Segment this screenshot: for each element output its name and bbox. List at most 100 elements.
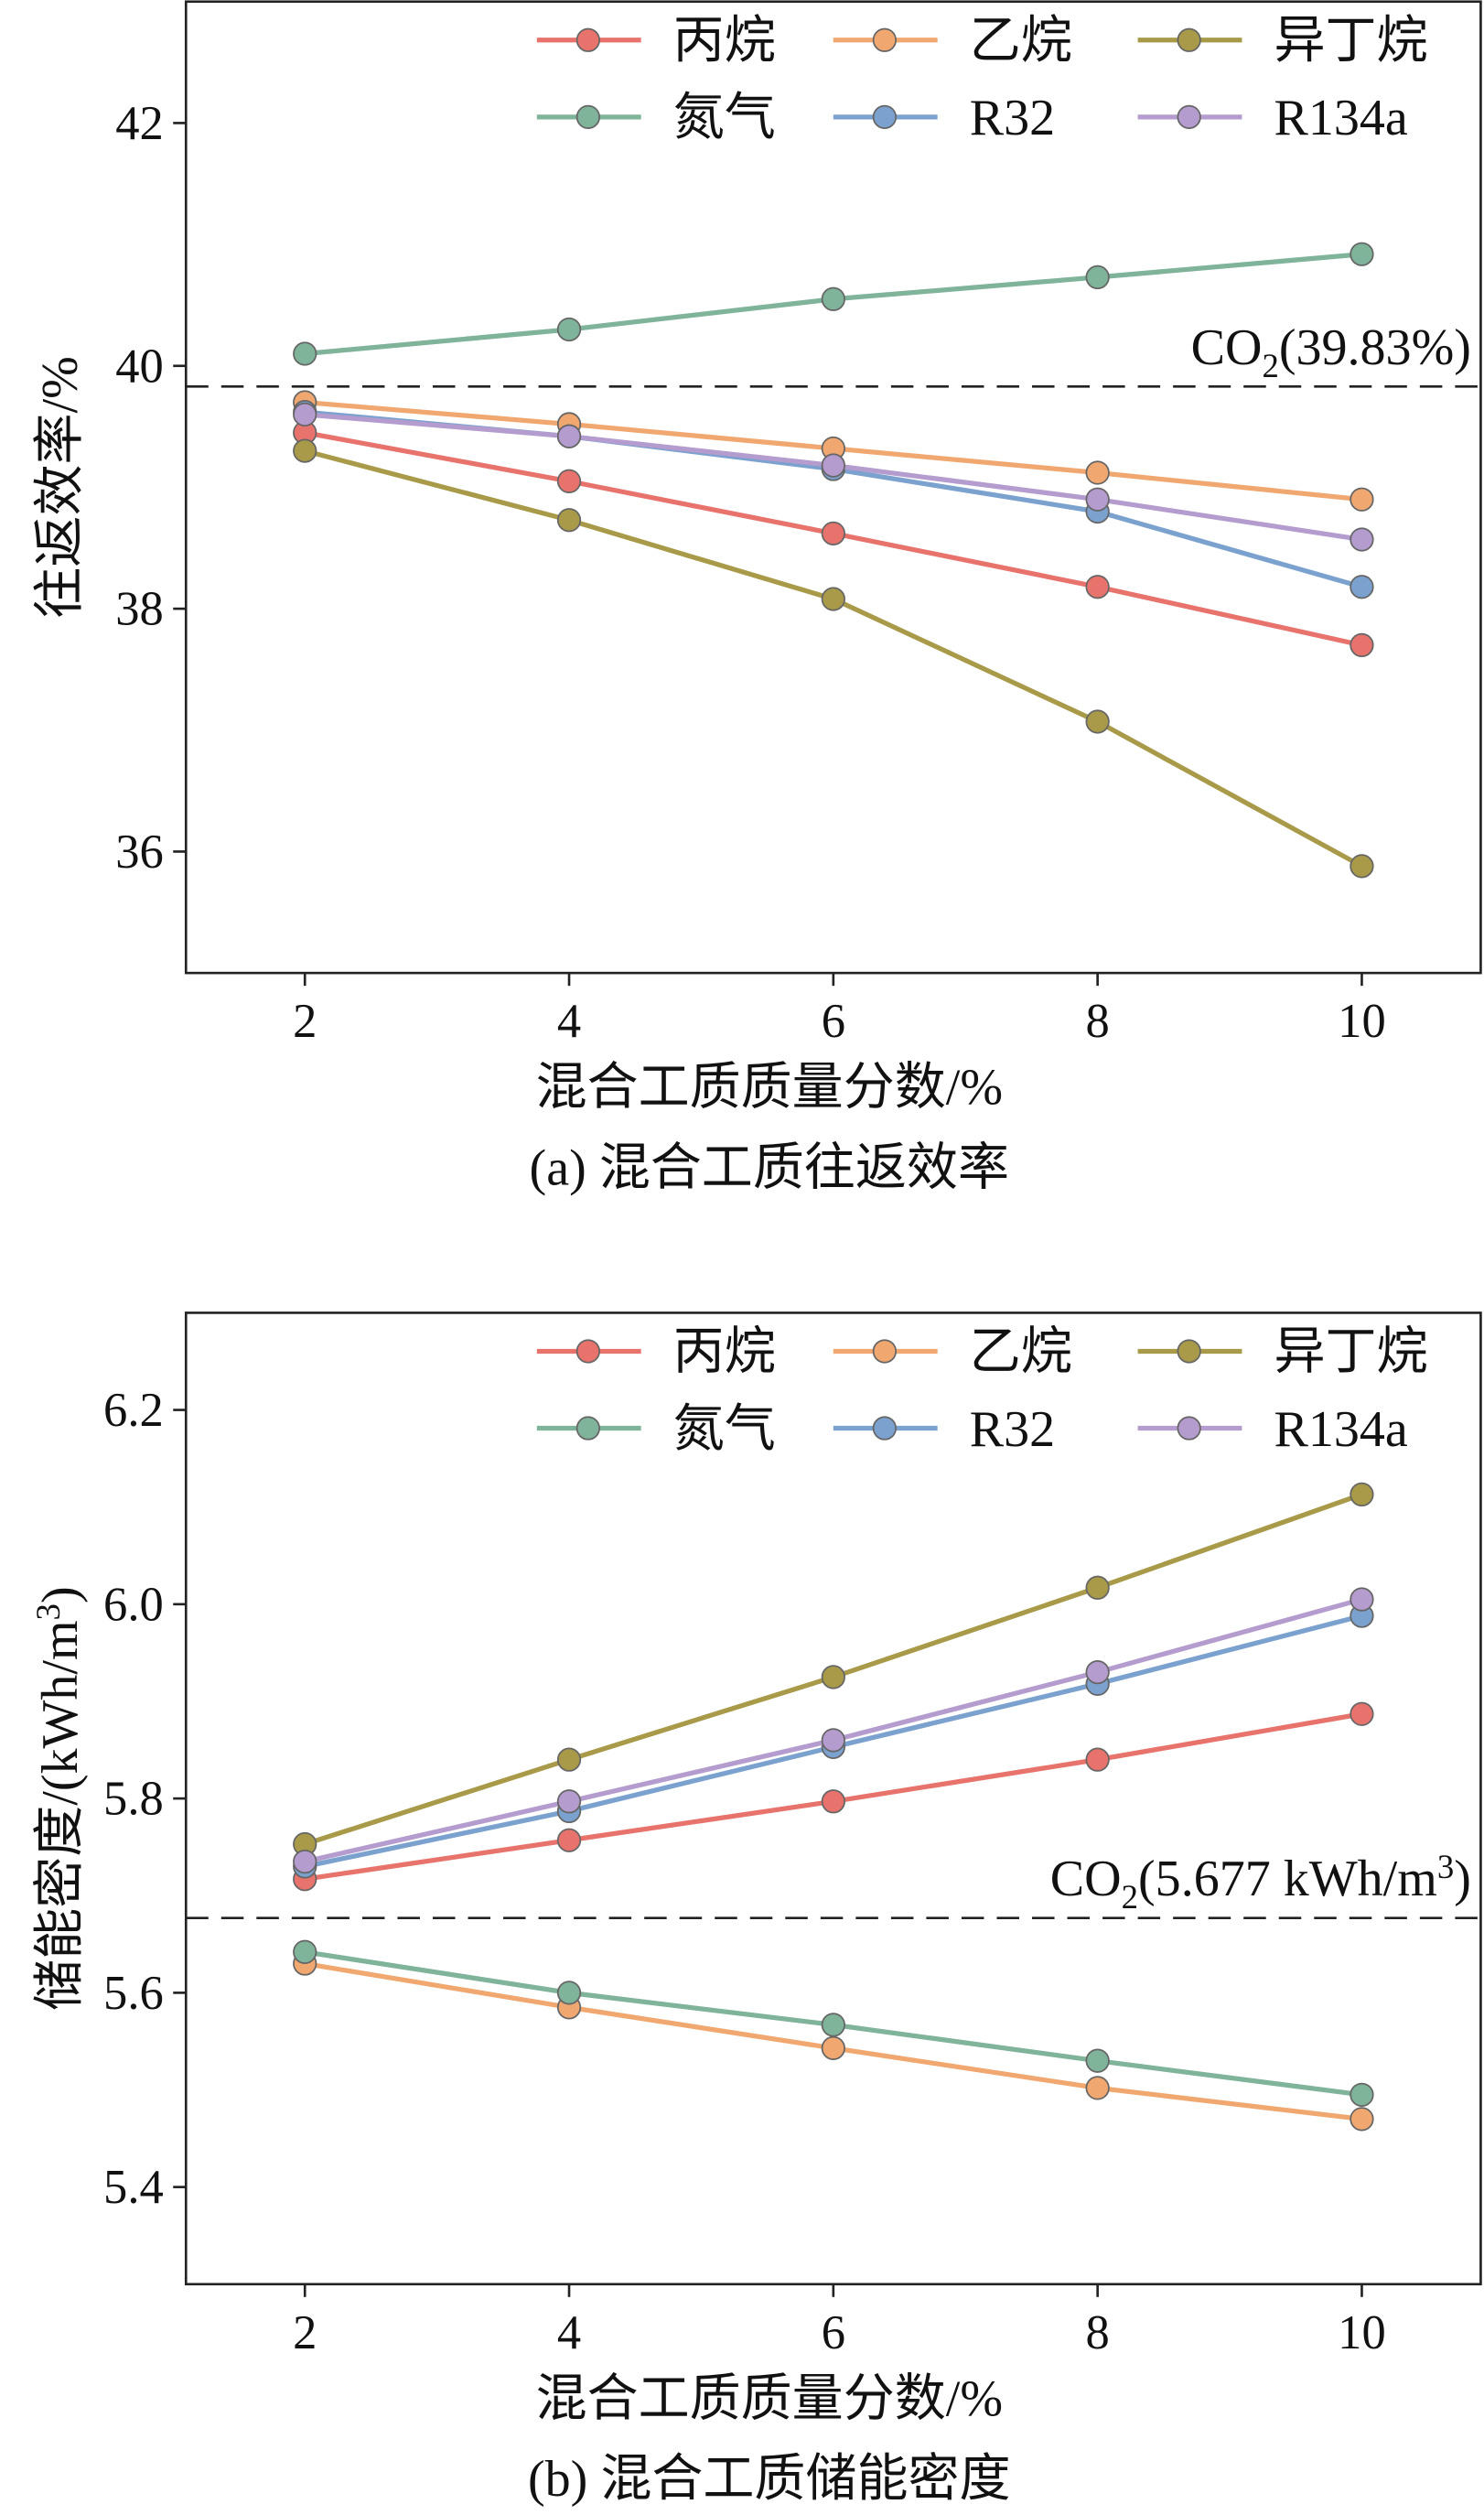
legend-label: 异丁烷	[1274, 1324, 1427, 1381]
data-point	[1350, 242, 1374, 266]
legend-label: R134a	[1274, 90, 1407, 146]
legend-marker	[872, 104, 898, 129]
label-part: 2	[1262, 347, 1278, 384]
data-point	[1085, 575, 1110, 599]
data-point	[556, 469, 582, 493]
y-tick-label: 6.0	[103, 1578, 164, 1631]
label-part: )	[32, 1586, 89, 1603]
y-tick-label: 5.8	[103, 1773, 164, 1826]
label-part: CO	[1050, 1851, 1122, 1907]
x-tick-label: 2	[293, 2306, 317, 2359]
data-point	[1085, 1747, 1110, 1772]
reference-label: CO2(5.677 kWh/m3)	[1050, 1848, 1471, 1916]
data-point	[293, 402, 317, 426]
label-part: CO	[1191, 319, 1263, 376]
data-point	[821, 286, 845, 311]
data-point	[293, 438, 317, 463]
data-point	[556, 1828, 582, 1852]
data-point	[1350, 2107, 1374, 2132]
label-part: (5.677 kWh/m	[1138, 1851, 1437, 1907]
legend-marker	[872, 1416, 898, 1441]
data-point	[821, 1728, 845, 1753]
legend-marker	[1177, 1416, 1201, 1441]
data-point	[556, 508, 582, 533]
y-tick-label: 5.6	[103, 1967, 164, 2020]
y-tick-label: 40	[115, 340, 164, 393]
data-point	[293, 1939, 317, 1964]
legend-label: 异丁烷	[1274, 13, 1427, 70]
legend-marker	[575, 27, 600, 52]
data-point	[556, 1789, 582, 1814]
legend-label: R134a	[1274, 1401, 1407, 1458]
data-point	[1085, 1659, 1110, 1685]
data-point	[1350, 1587, 1374, 1612]
data-point	[1350, 632, 1374, 658]
label-part: )	[1454, 1851, 1471, 1907]
label-part: 3	[1437, 1848, 1454, 1885]
data-point	[821, 2013, 845, 2037]
x-tick-label: 4	[557, 2306, 581, 2359]
y-tick-label: 38	[115, 583, 164, 636]
x-tick-label: 4	[557, 995, 581, 1048]
legend-marker	[575, 1416, 600, 1441]
y-axis-label: 往返效率/%	[32, 356, 89, 618]
legend-marker	[1177, 104, 1201, 129]
y-axis-label: 储能密度/(kWh/m3)	[29, 1586, 89, 2010]
legend-label: 丙烷	[673, 1324, 776, 1381]
data-point	[1350, 1701, 1374, 1726]
legend-marker	[575, 1339, 600, 1364]
legend-label: R32	[970, 90, 1055, 146]
x-tick-label: 10	[1338, 2306, 1386, 2359]
data-point	[1350, 854, 1374, 879]
data-point	[1350, 2082, 1374, 2107]
label-part: (39.83%)	[1279, 319, 1471, 376]
data-point	[293, 341, 317, 366]
data-point	[1085, 709, 1110, 734]
data-point	[1085, 2076, 1110, 2100]
data-point	[821, 1789, 845, 1814]
caption: (b) 混合工质储能密度	[528, 2451, 1011, 2508]
data-point	[1350, 487, 1374, 512]
legend-label: 乙烷	[970, 13, 1072, 70]
data-point	[821, 453, 845, 478]
legend-label: R32	[970, 1401, 1055, 1458]
label-part: 3	[29, 1603, 67, 1620]
x-tick-label: 6	[822, 2306, 845, 2359]
legend-marker	[1177, 27, 1201, 52]
data-point	[556, 424, 582, 448]
caption: (a) 混合工质往返效率	[530, 1139, 1009, 1196]
data-point	[1085, 487, 1110, 512]
legend-marker	[872, 27, 898, 52]
data-point	[1350, 575, 1374, 599]
x-tick-label: 6	[822, 995, 845, 1048]
legend-marker	[872, 1339, 898, 1364]
data-point	[821, 521, 845, 545]
data-point	[1085, 2048, 1110, 2073]
data-point	[556, 1747, 582, 1772]
y-tick-label: 6.2	[103, 1384, 164, 1437]
x-tick-label: 10	[1338, 995, 1386, 1048]
y-tick-label: 5.4	[103, 2161, 164, 2214]
data-point	[556, 317, 582, 342]
data-point	[821, 1665, 845, 1689]
data-point	[821, 2035, 845, 2061]
data-point	[1085, 264, 1110, 290]
data-point	[821, 587, 845, 611]
x-axis-label: 混合工质质量分数/%	[536, 2370, 1004, 2427]
y-tick-label: 36	[115, 826, 164, 879]
reference-label: CO2(39.83%)	[1191, 319, 1471, 384]
y-tick-label: 42	[115, 97, 164, 150]
legend-label: 氮气	[673, 90, 776, 146]
legend-label: 氮气	[673, 1401, 776, 1458]
x-tick-label: 8	[1086, 2306, 1110, 2359]
legend-marker	[1177, 1339, 1201, 1364]
x-tick-label: 2	[293, 995, 317, 1048]
label-part: 2	[1122, 1878, 1138, 1916]
data-point	[556, 1981, 582, 2005]
legend-marker	[575, 104, 600, 129]
data-point	[1350, 1482, 1374, 1507]
x-tick-label: 8	[1086, 995, 1110, 1048]
data-point	[1085, 1575, 1110, 1600]
